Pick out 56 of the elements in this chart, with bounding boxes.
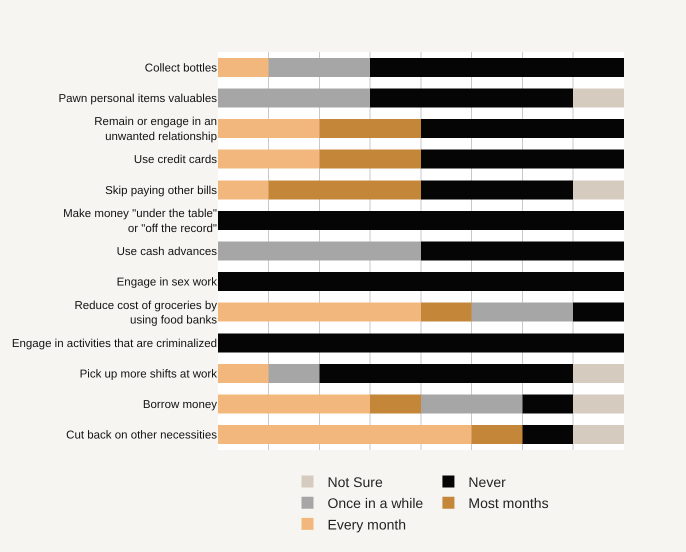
bar [573,394,624,414]
bar [573,180,624,200]
bar [218,180,269,200]
y-tick-label: Make money "under the table" or "off the record" [63,208,217,235]
bar [420,180,574,200]
legend-label: Once in a while [328,495,424,512]
legend-label: Every month [328,516,406,532]
bar [573,302,624,322]
y-tick-label: Use credit cards [134,154,218,166]
bar [218,150,320,169]
bar [370,58,624,77]
y-tick-label: Engage in activities that are criminalized [12,338,217,350]
bar [268,58,370,77]
bar [218,272,624,292]
legend-label: Most months [468,495,549,512]
bar [268,180,421,200]
bar [522,394,574,414]
bar [420,242,624,260]
bar [218,302,421,322]
bar [319,364,574,383]
bar [218,119,320,138]
y-tick-label: Pawn personal items valuables [58,92,218,105]
bar [573,88,624,108]
y-tick-label: Collect bottles [144,62,218,74]
bar [573,425,624,444]
bar [218,425,472,444]
bar [319,119,421,138]
bar [420,150,624,169]
bar [218,58,269,77]
legend-label: Never [468,474,506,490]
bar [218,394,370,414]
bar [218,364,269,383]
bar [522,425,574,444]
bar [319,150,421,169]
y-tick-label: Pick up more shifts at work [80,368,218,380]
y-tick-label: Cut back on other necessities [66,430,218,442]
bar [268,364,320,383]
bar [420,119,624,138]
y-tick-label: Reduce cost of groceries by using food banks [74,300,218,327]
y-tick-label: Engage in sex work [116,276,218,289]
y-tick-label: Skip paying other bills [105,184,218,197]
bar [218,88,370,108]
bar [218,242,421,260]
y-tick-label: Borrow money [142,399,218,412]
bar [472,425,522,444]
y-tick-label: Use cash advances [116,246,218,258]
bar [370,88,574,108]
bar [370,394,421,414]
bar [420,394,522,414]
y-tick-label: Remain or engage in an unwanted relationship [94,116,217,144]
bar [218,210,624,230]
legend-label: Not Sure [328,474,383,490]
bar [420,302,472,322]
bar [472,302,574,322]
bar [573,364,624,383]
bar [218,333,624,352]
